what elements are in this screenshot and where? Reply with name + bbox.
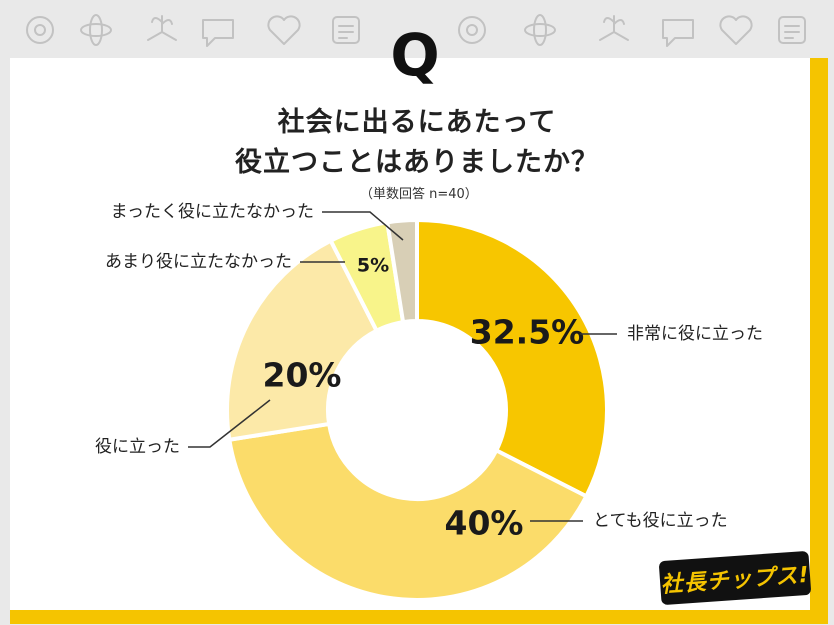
- slice-category-label-3: 役に立った: [95, 437, 180, 457]
- donut-slice-2: [227, 421, 589, 602]
- slice-percent-label-3: 20%: [263, 356, 342, 395]
- question-title-line-2: 役立つことはありましたか？: [235, 147, 599, 178]
- hand-plant-icon: [147, 15, 177, 41]
- speech-bubble-icon: [202, 19, 234, 47]
- brain-icon: [267, 15, 301, 45]
- person-question-icon: [458, 16, 486, 44]
- question-mark-badge: Q: [390, 21, 440, 89]
- slice-category-label-5: まったく役に立たなかった: [111, 202, 314, 222]
- thumbs-up-icon: [778, 16, 806, 44]
- slice-percent-label-2: 40%: [445, 504, 524, 543]
- leader-line-5: [322, 211, 404, 241]
- atom-icon: [80, 14, 112, 46]
- checklist-person-icon: [524, 14, 556, 46]
- question-title-line-1: 社会に出るにあたって: [277, 107, 557, 138]
- brand-logo-text: 社長チップス!: [659, 562, 811, 599]
- donut-slice-5: [384, 217, 419, 325]
- leader-line-3: [188, 399, 271, 448]
- slice-percent-label-4: 5%: [357, 255, 389, 277]
- slice-category-label-2: とても役に立った: [593, 511, 728, 531]
- slice-category-label-1: 非常に役に立った: [627, 324, 763, 344]
- podium-person-icon: [599, 15, 629, 41]
- slice-category-label-4: あまり役に立たなかった: [105, 252, 292, 272]
- heart-hand-icon: [332, 16, 360, 44]
- slice-percent-label-1: 32.5%: [470, 313, 585, 352]
- sample-size-note: （単数回答 n=40）: [360, 187, 478, 202]
- header-icon-strip: [0, 0, 834, 60]
- donut-slice-1: [415, 217, 609, 499]
- gear-cluster-icon: [26, 16, 54, 44]
- donut-slice-3: [225, 238, 380, 443]
- heart-icon: [719, 15, 753, 45]
- hand-grid-icon: [662, 19, 694, 47]
